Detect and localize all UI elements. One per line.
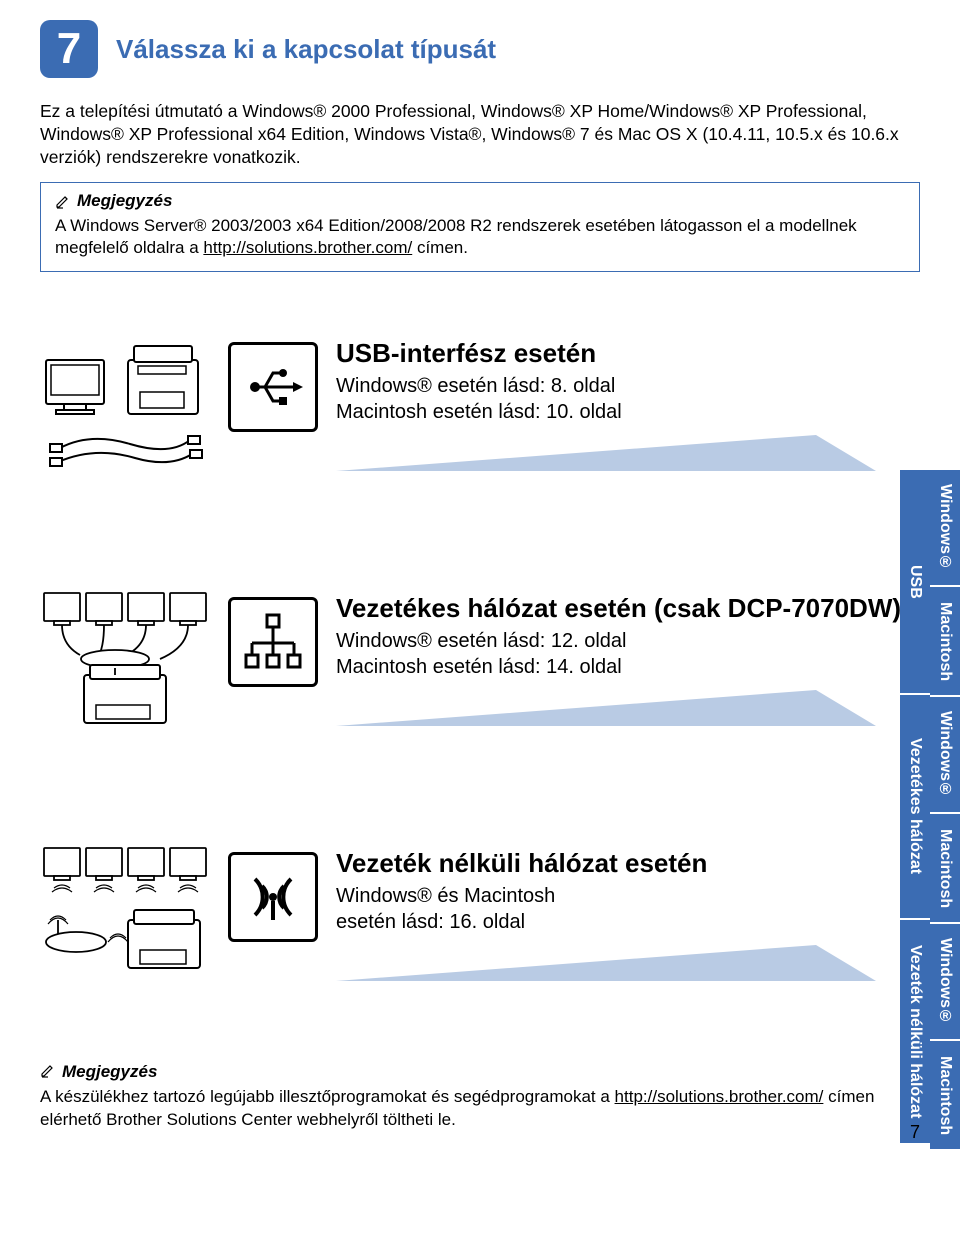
arrow-strip xyxy=(336,435,876,471)
wireless-line2: esetén lásd: 16. oldal xyxy=(336,909,920,935)
arrow-strip xyxy=(336,945,876,981)
section-usb: USB-interfész esetén Windows® esetén lás… xyxy=(40,332,920,482)
note-body: A Windows Server® 2003/2003 x64 Edition/… xyxy=(55,215,905,259)
side-tab-wireless: Vezeték nélküli hálózat xyxy=(900,920,930,1145)
illustration-wireless xyxy=(40,842,210,992)
bottom-note-label: Megjegyzés xyxy=(62,1062,157,1082)
page-number: 7 xyxy=(910,1122,920,1143)
side-tab-mac-3: Macintosh xyxy=(930,1041,960,1151)
note-box: Megjegyzés A Windows Server® 2003/2003 x… xyxy=(40,182,920,272)
section-wired: Vezetékes hálózat esetén (csak DCP-7070D… xyxy=(40,587,920,737)
intro-text: Ez a telepítési útmutató a Windows® 2000… xyxy=(40,100,920,168)
wireless-section-title: Vezeték nélküli hálózat esetén xyxy=(336,848,920,879)
page-title: Válassza ki a kapcsolat típusát xyxy=(116,34,496,65)
side-tab-windows-2: Windows® xyxy=(930,697,960,814)
side-tabs: USB Vezetékes hálózat Vezeték nélküli há… xyxy=(900,470,960,1151)
wired-windows-ref: Windows® esetén lásd: 12. oldal xyxy=(336,628,920,654)
side-tab-mac-2: Macintosh xyxy=(930,814,960,924)
pencil-note-icon xyxy=(40,1062,56,1078)
usb-icon xyxy=(228,342,318,432)
wired-mac-ref: Macintosh esetén lásd: 14. oldal xyxy=(336,654,920,680)
usb-windows-ref: Windows® esetén lásd: 8. oldal xyxy=(336,373,920,399)
pencil-note-icon xyxy=(55,193,71,209)
note-label: Megjegyzés xyxy=(77,191,172,211)
illustration-wired xyxy=(40,587,210,737)
side-tab-windows-1: Windows® xyxy=(930,470,960,587)
wireless-line1: Windows® és Macintosh xyxy=(336,883,920,909)
side-tab-usb: USB xyxy=(900,470,930,695)
section-wireless: Vezeték nélküli hálózat esetén Windows® … xyxy=(40,842,920,992)
bottom-note-link[interactable]: http://solutions.brother.com/ xyxy=(615,1087,824,1106)
step-badge: 7 xyxy=(40,20,98,78)
wireless-icon xyxy=(228,852,318,942)
illustration-usb xyxy=(40,332,210,482)
side-tab-wired: Vezetékes hálózat xyxy=(900,695,930,920)
usb-mac-ref: Macintosh esetén lásd: 10. oldal xyxy=(336,399,920,425)
bottom-note-body: A készülékhez tartozó legújabb illesztőp… xyxy=(40,1086,920,1130)
wired-section-title: Vezetékes hálózat esetén (csak DCP-7070D… xyxy=(336,593,920,624)
arrow-strip xyxy=(336,690,876,726)
ethernet-icon xyxy=(228,597,318,687)
note-link[interactable]: http://solutions.brother.com/ xyxy=(203,238,412,257)
side-tab-windows-3: Windows® xyxy=(930,924,960,1041)
side-tab-mac-1: Macintosh xyxy=(930,587,960,697)
usb-section-title: USB-interfész esetén xyxy=(336,338,920,369)
